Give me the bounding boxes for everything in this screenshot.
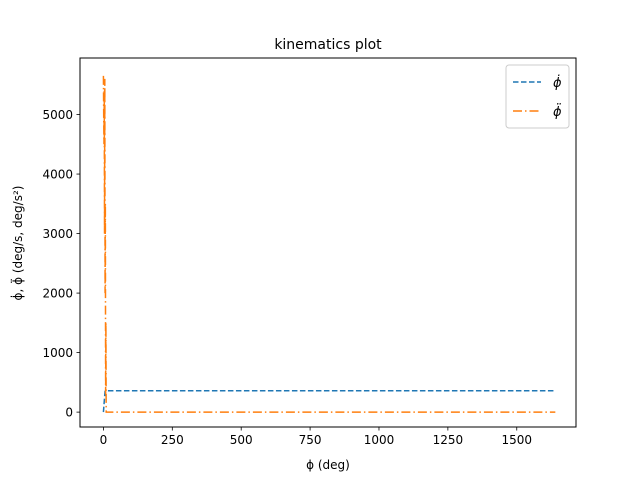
chart-title: kinematics plot [274, 37, 382, 53]
y-tick-label: 0 [65, 406, 73, 420]
x-tick-label: 750 [299, 433, 322, 447]
legend-box [505, 64, 570, 129]
legend-label-0: ϕ̇ [553, 75, 562, 91]
x-tick-label: 1500 [501, 433, 532, 447]
y-tick-label: 2000 [42, 287, 73, 301]
y-tick-label: 4000 [42, 168, 73, 182]
plot-area [79, 57, 577, 428]
y-axis-label: ϕ̇, ϕ̈ (deg/s, deg/s²) [10, 186, 25, 301]
series-layer [102, 75, 556, 413]
series-line-0 [102, 389, 556, 413]
x-tick-label: 500 [230, 433, 253, 447]
y-axis: 0 1000 2000 3000 4000 5000 [42, 108, 80, 420]
series-line-1 [102, 75, 556, 413]
x-axis-label: ϕ (deg) [306, 458, 350, 472]
x-tick-label: 1000 [364, 433, 395, 447]
x-tick-label: 0 [100, 433, 108, 447]
legend-label-1: ϕ̈ [553, 104, 562, 120]
x-tick-label: 250 [161, 433, 184, 447]
plot-frame [79, 57, 577, 428]
y-tick-label: 3000 [42, 227, 73, 241]
x-axis: 0 250 500 750 1000 1250 1500 [100, 427, 532, 447]
y-tick-label: 5000 [42, 108, 73, 122]
x-tick-label: 1250 [433, 433, 464, 447]
y-tick-label: 1000 [42, 346, 73, 360]
legend: ϕ̇ ϕ̈ [505, 64, 570, 129]
